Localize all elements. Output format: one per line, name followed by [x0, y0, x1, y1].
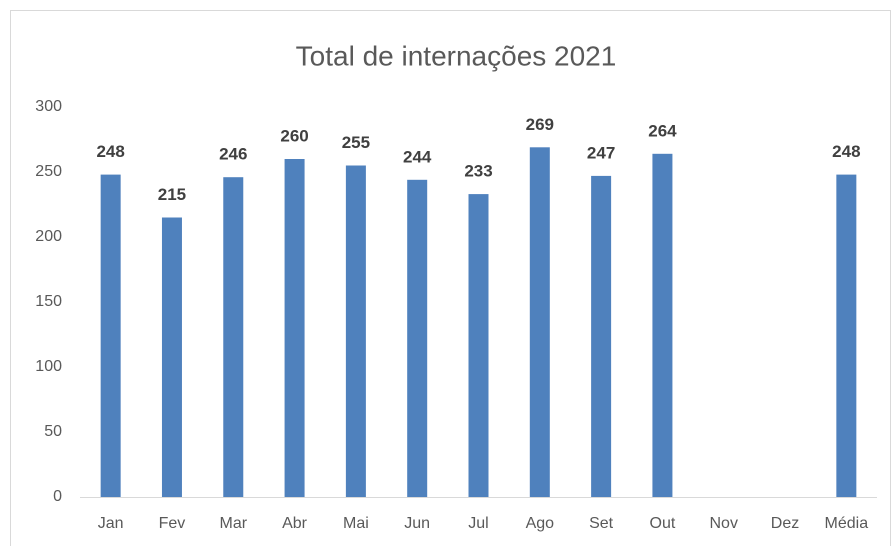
data-label: 244 — [403, 147, 432, 166]
data-label: 264 — [648, 121, 677, 140]
bar — [161, 217, 182, 497]
y-tick-label: 250 — [35, 163, 62, 180]
y-tick-label: 50 — [44, 423, 62, 440]
bar — [345, 165, 366, 497]
data-label: 247 — [587, 143, 615, 162]
x-tick-label: Média — [825, 515, 869, 532]
x-tick-label: Dez — [771, 515, 799, 532]
bar — [652, 153, 673, 498]
data-label: 233 — [464, 162, 492, 181]
chart-title: Total de internações 2021 — [296, 40, 617, 71]
x-tick-label: Jan — [98, 515, 124, 532]
x-tick-label: Fev — [159, 515, 186, 532]
data-label: 269 — [526, 115, 554, 134]
x-tick-label: Ago — [526, 515, 555, 532]
bar — [100, 174, 121, 497]
bar — [223, 177, 244, 497]
data-label: 248 — [832, 142, 860, 161]
x-tick-label: Abr — [282, 515, 308, 532]
x-tick-label: Mai — [343, 515, 369, 532]
x-tick-label: Set — [589, 515, 614, 532]
bar — [836, 174, 857, 497]
data-label: 260 — [280, 126, 308, 145]
data-label: 246 — [219, 145, 247, 164]
bar — [407, 179, 428, 498]
y-tick-label: 0 — [53, 488, 62, 505]
bar — [284, 159, 305, 497]
y-tick-label: 300 — [35, 98, 62, 115]
x-tick-label: Jun — [404, 515, 430, 532]
x-tick-label: Mar — [219, 515, 247, 532]
data-label: 255 — [342, 133, 370, 152]
y-tick-label: 150 — [35, 293, 62, 310]
x-tick-label: Nov — [710, 515, 738, 532]
bar — [468, 194, 489, 497]
bar — [591, 175, 612, 497]
x-tick-label: Out — [650, 515, 676, 532]
chart-frame — [10, 10, 891, 546]
y-tick-label: 200 — [35, 228, 62, 245]
y-tick-label: 100 — [35, 358, 62, 375]
data-label: 215 — [158, 185, 186, 204]
data-label: 248 — [96, 142, 124, 161]
x-tick-label: Jul — [468, 515, 488, 532]
bar — [529, 147, 550, 498]
